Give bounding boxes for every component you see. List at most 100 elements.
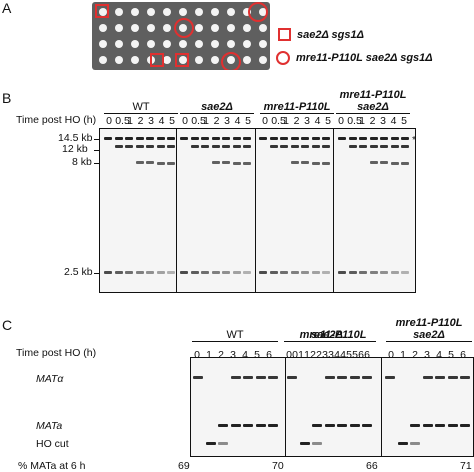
gel-band	[290, 137, 299, 140]
lane-number: 4	[334, 349, 340, 361]
gel-band	[201, 145, 209, 148]
gel-band	[211, 145, 220, 148]
group-label: mre11-P110L	[288, 329, 378, 341]
lane-number: 5	[401, 115, 407, 127]
yeast-spot	[163, 40, 171, 48]
gel-band	[311, 271, 320, 274]
red-circle-marker	[248, 2, 268, 22]
lane-number: 2	[369, 115, 376, 127]
yeast-spot	[211, 8, 219, 16]
yeast-spot	[195, 24, 203, 32]
yeast-spot	[163, 56, 171, 64]
gel-band	[146, 161, 154, 164]
yeast-spot	[147, 24, 155, 32]
lane-number: 0.5	[191, 115, 206, 127]
group-underline	[386, 341, 472, 342]
yeast-spot	[115, 56, 123, 64]
gel-band	[222, 145, 230, 148]
yeast-spot	[99, 40, 107, 48]
lane-number: 4	[390, 115, 397, 127]
gel-band	[322, 137, 330, 140]
gel-band	[280, 271, 288, 274]
yeast-spot	[147, 40, 155, 48]
group-underline	[180, 113, 254, 114]
gel-band	[180, 137, 188, 140]
yeast-spot	[227, 40, 235, 48]
gel-band	[290, 145, 299, 148]
gel-band	[230, 376, 241, 379]
gel-band	[167, 271, 175, 274]
yeast-spot	[131, 24, 139, 32]
lane-number: 1	[127, 115, 133, 127]
lane-number: 0	[182, 115, 188, 127]
gel-band	[369, 160, 378, 164]
gel-band	[324, 424, 335, 427]
lane-number: 0	[106, 115, 112, 127]
gel-band	[211, 137, 220, 140]
gel-band	[268, 376, 278, 379]
gel-band	[397, 442, 408, 445]
lane-number: 6	[364, 349, 370, 361]
gel-band	[349, 424, 360, 427]
gel-band	[156, 271, 165, 274]
group-label-line: sae2Δ	[311, 329, 343, 341]
gel-band	[385, 376, 395, 379]
gel-band	[359, 145, 367, 148]
gel-band	[180, 271, 188, 274]
legend-square-label: sae2Δ sgs1Δ	[297, 28, 364, 41]
yeast-spot	[227, 8, 235, 16]
group-label: WT	[102, 101, 180, 113]
lane-number: 5	[169, 115, 175, 127]
size-label-8kb: 8 kb	[72, 156, 92, 168]
red-circle-marker	[174, 18, 194, 38]
gel-band	[135, 145, 144, 148]
gel-band	[287, 376, 297, 379]
gel-band	[422, 424, 433, 427]
lane-number: 4	[436, 349, 442, 361]
gel-band	[301, 161, 309, 164]
gel-band	[201, 271, 209, 274]
gel-band	[390, 271, 399, 274]
pct-value: 66	[366, 460, 378, 472]
row-label-ho-cut: HO cut	[36, 438, 69, 450]
percent-mata-label: % MATa at 6 h	[18, 460, 86, 472]
gel-band	[460, 424, 470, 427]
gel-band	[348, 145, 357, 148]
gel-band	[255, 424, 266, 427]
legend-square: sae2Δ sgs1Δ	[278, 28, 364, 41]
gel-band	[447, 424, 458, 427]
yeast-spot	[179, 8, 187, 16]
lane-number: 1	[359, 115, 365, 127]
yeast-spot	[243, 24, 251, 32]
pct-value: 70	[272, 460, 284, 472]
gel-band	[146, 137, 154, 140]
group-label: sae2Δ	[282, 329, 372, 341]
gel-band	[460, 376, 470, 379]
group-label-line: sae2Δ	[357, 101, 389, 113]
lane-number: 6	[460, 349, 466, 361]
group-underline	[260, 113, 334, 114]
gel-band	[435, 376, 445, 379]
lane-number: 1	[304, 349, 310, 361]
panel-c-letter: C	[2, 317, 13, 333]
gel-band	[125, 145, 133, 148]
yeast-spot	[243, 56, 251, 64]
gel-band	[401, 137, 409, 140]
gel-band	[380, 137, 388, 140]
yeast-spot	[115, 40, 123, 48]
red-square-marker	[150, 53, 164, 67]
lane-number: 3	[304, 115, 310, 127]
gel-band	[205, 442, 216, 445]
gel-band	[243, 376, 253, 379]
gel-band	[232, 145, 241, 148]
legend-circle: mre11-P110L sae2Δ sgs1Δ	[276, 51, 433, 65]
gel-band	[322, 271, 330, 274]
lane-number: 3	[380, 115, 386, 127]
gel-band	[311, 161, 320, 165]
gel-band	[243, 271, 251, 274]
yeast-spot	[163, 24, 171, 32]
gel-band	[401, 162, 409, 165]
yeast-spot	[163, 8, 171, 16]
group-label: sae2Δ	[178, 101, 256, 113]
lane-number: 0.5	[347, 115, 362, 127]
